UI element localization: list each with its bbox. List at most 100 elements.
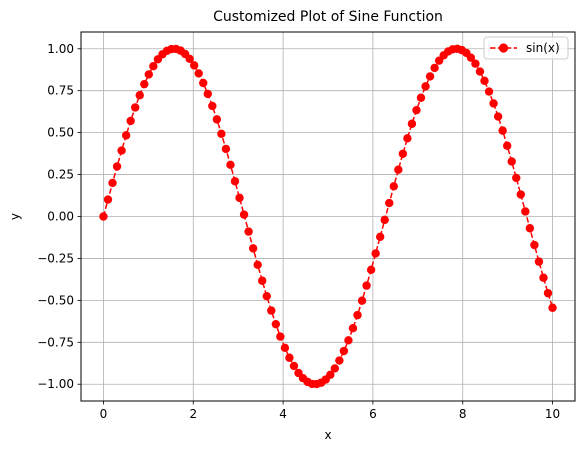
x-tick-label: 6	[369, 407, 377, 421]
x-tick-label: 2	[189, 407, 197, 421]
data-point	[112, 162, 122, 171]
data-point	[357, 296, 367, 305]
data-point	[394, 165, 403, 174]
data-point	[271, 319, 281, 329]
y-tick-label: −0.75	[37, 335, 74, 349]
legend: sin(x)	[483, 36, 569, 60]
legend-box	[483, 36, 569, 60]
data-point	[516, 190, 525, 199]
data-point	[475, 67, 485, 76]
y-tick-label: −1.00	[37, 377, 74, 391]
x-axis-title: x	[324, 428, 331, 442]
data-point	[525, 224, 535, 233]
x-tick-label: 0	[100, 407, 108, 421]
chart-title: Customized Plot of Sine Function	[213, 9, 443, 25]
data-point	[276, 332, 285, 341]
data-point	[285, 353, 294, 362]
data-point	[339, 346, 349, 356]
x-tick-label: 4	[279, 407, 287, 421]
data-point	[385, 198, 394, 208]
legend-label-sin: sin(x)	[526, 41, 560, 55]
data-point	[416, 93, 426, 102]
data-point	[149, 62, 158, 71]
y-axis-title: y	[8, 213, 22, 220]
data-point	[502, 141, 512, 150]
data-point	[480, 76, 489, 86]
data-point	[489, 99, 498, 108]
data-point	[189, 61, 199, 70]
data-point	[199, 78, 208, 88]
data-point	[521, 207, 530, 216]
x-tick-label: 8	[459, 407, 467, 421]
data-point	[530, 240, 539, 250]
ticks: 0 2 4 6 8 10 −1.00 −0.75 −0.50 −0.25 0.00 0.25 0.50 0…	[37, 42, 560, 421]
data-point	[131, 103, 140, 112]
y-tick-label: 0.00	[47, 210, 74, 224]
data-point	[244, 227, 253, 236]
data-point	[108, 178, 117, 188]
data-point	[258, 276, 267, 285]
data-point	[362, 281, 371, 290]
data-point	[466, 53, 476, 62]
data-point	[212, 115, 222, 124]
data-point	[221, 144, 231, 154]
data-point	[135, 91, 144, 100]
x-tick-label: 10	[545, 407, 560, 421]
y-tick-label: 1.00	[47, 42, 74, 56]
data-point	[235, 193, 244, 203]
data-point	[262, 291, 271, 301]
data-point	[330, 364, 340, 373]
y-tick-label: 0.75	[47, 84, 74, 98]
data-point	[430, 63, 439, 73]
data-point	[248, 244, 258, 253]
data-point	[543, 288, 553, 298]
data-point	[326, 370, 335, 380]
data-point	[353, 310, 362, 320]
data-point	[217, 129, 226, 139]
data-point	[398, 149, 408, 158]
data-point	[208, 101, 217, 111]
data-point	[103, 195, 113, 204]
data-point	[140, 79, 149, 89]
data-point	[230, 177, 240, 186]
data-point	[425, 72, 435, 81]
data-point	[375, 232, 385, 241]
data-point	[534, 257, 544, 266]
data-point	[484, 87, 494, 96]
data-point	[512, 173, 521, 183]
data-point	[121, 131, 131, 140]
series-layer	[99, 44, 557, 389]
data-point	[348, 324, 358, 333]
data-point	[407, 119, 417, 128]
y-tick-label: −0.25	[37, 251, 74, 265]
data-point	[421, 82, 430, 91]
data-point	[493, 112, 503, 121]
y-tick-label: −0.50	[37, 293, 74, 307]
data-point	[126, 116, 135, 126]
data-point	[507, 157, 516, 166]
data-point	[144, 70, 154, 79]
data-point	[366, 265, 376, 275]
data-point	[253, 260, 262, 270]
data-point	[185, 54, 194, 64]
data-point	[371, 249, 380, 258]
data-point	[117, 146, 126, 155]
y-tick-label: 0.50	[47, 126, 74, 140]
data-point	[548, 303, 557, 312]
data-point	[471, 59, 480, 68]
data-point	[335, 356, 344, 365]
data-point	[194, 69, 203, 78]
data-point	[267, 306, 276, 315]
data-point	[289, 361, 299, 371]
y-tick-label: 0.25	[47, 168, 74, 182]
data-point	[344, 336, 353, 345]
data-point	[412, 105, 421, 115]
data-point	[280, 343, 290, 353]
data-point	[239, 210, 249, 219]
data-point	[539, 273, 548, 282]
data-point	[380, 215, 389, 225]
data-point	[99, 212, 108, 221]
legend-marker	[498, 43, 509, 53]
